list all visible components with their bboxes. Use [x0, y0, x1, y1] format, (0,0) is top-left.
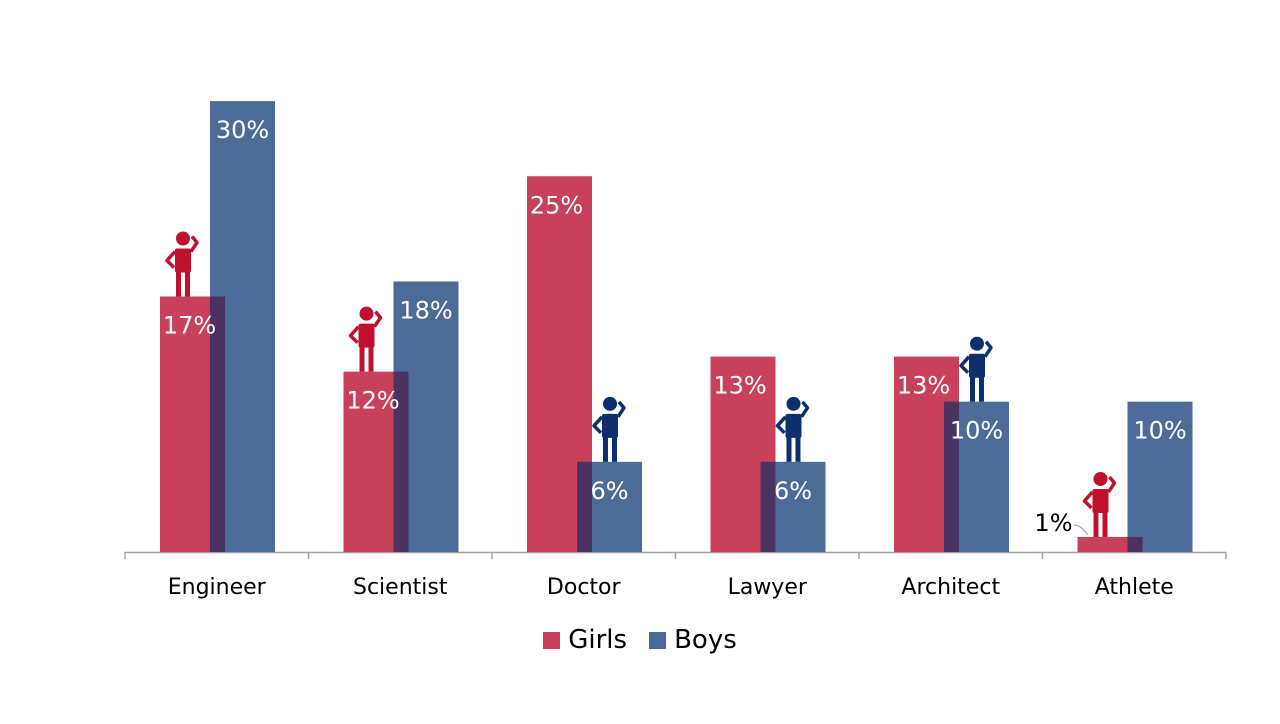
category-label: Architect — [901, 575, 1000, 600]
boy-figure-icon — [959, 336, 993, 402]
data-label-boys: 30% — [216, 116, 269, 144]
category-label: Engineer — [168, 575, 267, 600]
category-label: Scientist — [353, 575, 448, 600]
category-label: Lawyer — [728, 575, 808, 600]
bar-overlap — [393, 371, 409, 552]
category-label: Athlete — [1095, 575, 1174, 600]
girl-figure-icon — [348, 306, 383, 372]
data-label-boys: 6% — [590, 477, 628, 505]
bar-overlap — [1127, 536, 1143, 552]
data-label-boys: 18% — [399, 296, 452, 324]
girl-figure-icon — [165, 231, 199, 297]
bar-overlap — [577, 461, 592, 552]
bar-overlap — [210, 296, 225, 552]
data-label-girls: 25% — [530, 191, 583, 219]
data-label-girls: 12% — [346, 387, 399, 415]
legend-label-boys: Boys — [674, 625, 737, 655]
data-label-girls: 13% — [897, 372, 950, 400]
data-label-boys: 10% — [1133, 417, 1186, 445]
data-label-girls: 1% — [1034, 509, 1072, 537]
category-label: Doctor — [547, 575, 622, 600]
data-label-boys: 6% — [774, 477, 812, 505]
girl-figure-icon — [1082, 471, 1117, 537]
legend-swatch-girls — [543, 631, 561, 649]
bar-overlap — [760, 461, 776, 552]
data-label-leader — [1073, 524, 1088, 536]
bar-overlap — [944, 401, 959, 552]
data-label-girls: 17% — [163, 311, 216, 339]
bar-boys — [1127, 401, 1193, 552]
bar-girls — [1077, 536, 1143, 552]
data-label-boys: 10% — [950, 417, 1003, 445]
legend-item-boys: Boys — [649, 625, 737, 655]
data-label-girls: 13% — [713, 372, 766, 400]
boy-figure-icon — [592, 396, 626, 462]
boy-figure-icon — [775, 396, 810, 462]
legend-swatch-boys — [649, 631, 667, 649]
legend-item-girls: Girls — [543, 625, 627, 655]
legend-label-girls: Girls — [568, 625, 628, 655]
chart-legend: Girls Boys — [0, 620, 1280, 660]
